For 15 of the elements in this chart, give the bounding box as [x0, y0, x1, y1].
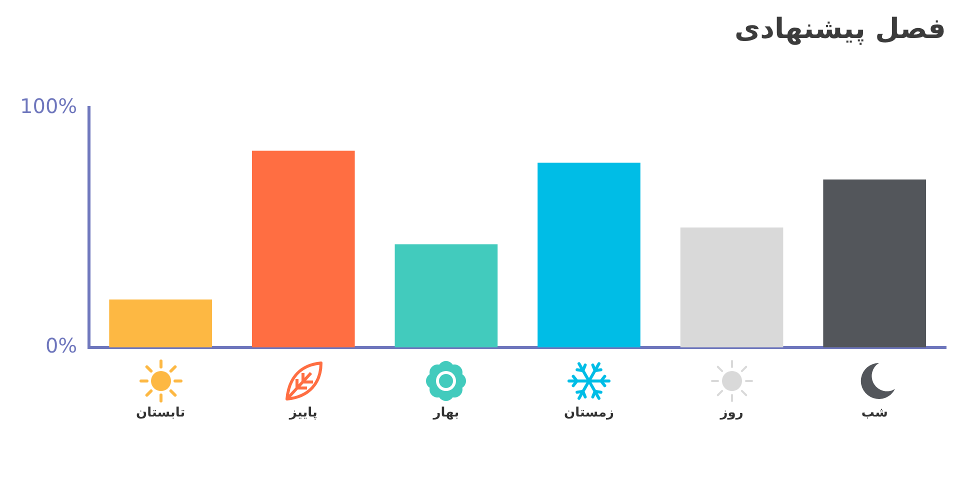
bar [538, 162, 640, 348]
bar [109, 299, 212, 348]
bar [252, 150, 355, 348]
bar [823, 180, 926, 348]
y-tick-label: 0% [45, 334, 78, 358]
chart-title: فصل پیشنهادی [734, 12, 946, 46]
bar [680, 228, 784, 348]
x-tick-label: روز [719, 406, 744, 421]
y-tick-label: 100% [20, 94, 78, 118]
x-tick-label: شب [861, 406, 888, 421]
x-tick-label: تابستان [136, 406, 186, 421]
x-tick-label: پاییز [288, 406, 318, 421]
x-tick-label: زمستان [564, 406, 614, 421]
x-tick-label: بهار [432, 406, 460, 421]
bar [394, 244, 498, 348]
